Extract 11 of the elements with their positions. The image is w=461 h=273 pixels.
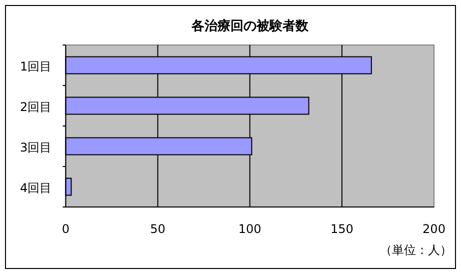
y-tick-label: 4回目 xyxy=(20,180,52,195)
y-tick-label: 2回目 xyxy=(20,100,52,114)
x-tick-label: 0 xyxy=(62,222,70,236)
x-tick-label: 50 xyxy=(150,222,166,236)
x-tick-label: 100 xyxy=(238,222,262,236)
x-tick-label: 150 xyxy=(330,222,354,236)
chart-title: 各治療回の被験者数 xyxy=(190,18,310,34)
y-tick-label: 3回目 xyxy=(20,140,52,154)
text: （単位：人） xyxy=(380,243,452,257)
y-tick-label: 1回目 xyxy=(20,59,52,74)
x-tick-label: 200 xyxy=(422,222,446,236)
